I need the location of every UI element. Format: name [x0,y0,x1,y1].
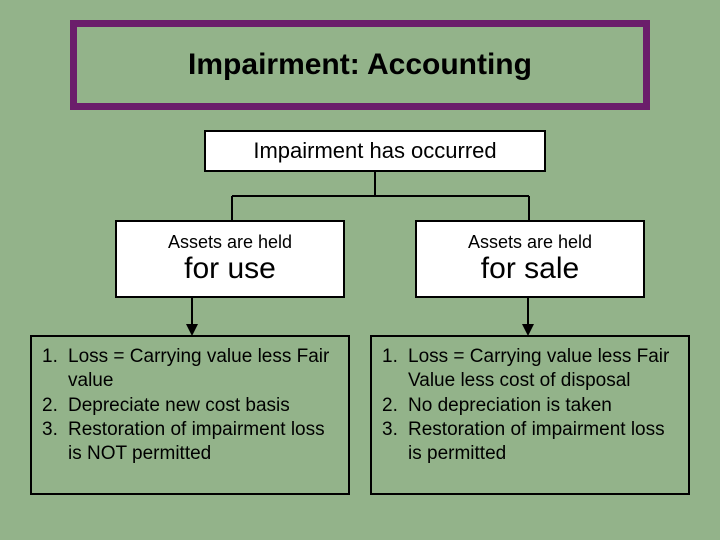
branch-for-use: Assets are held for use [115,220,345,298]
branch-right-line1: Assets are held [468,233,592,253]
branch-right-line2: for sale [481,253,579,285]
detail-left-1: 1.Loss = Carrying value less Fair value [42,345,338,394]
branch-left-line1: Assets are held [168,233,292,253]
detail-left-2: 2.Depreciate new cost basis [42,394,338,418]
detail-right-1: 1.Loss = Carrying value less Fair Value … [382,345,678,394]
detail-right-2: 2.No depreciation is taken [382,394,678,418]
detail-right-3: 3.Restoration of impairment loss is perm… [382,418,678,467]
details-for-sale: 1.Loss = Carrying value less Fair Value … [370,335,690,495]
occurred-box: Impairment has occurred [204,130,546,172]
branch-left-line2: for use [184,253,276,285]
title-box: Impairment: Accounting [70,20,650,110]
occurred-text: Impairment has occurred [253,138,496,164]
detail-left-3: 3.Restoration of impairment loss is NOT … [42,418,338,467]
branch-for-sale: Assets are held for sale [415,220,645,298]
title-text: Impairment: Accounting [188,48,532,82]
details-for-use: 1.Loss = Carrying value less Fair value … [30,335,350,495]
